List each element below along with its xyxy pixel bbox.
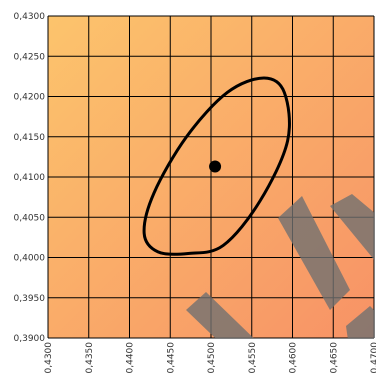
y-tick-label: 0,4250	[14, 52, 46, 62]
y-tick-label: 0,4050	[14, 213, 46, 223]
x-tick-label: 0,4450	[166, 342, 176, 374]
x-tick-label: 0,4400	[126, 342, 136, 374]
watermark-stroke	[186, 292, 254, 338]
x-tick-label: 0,4350	[85, 342, 95, 374]
x-tick-label: 0,4650	[329, 342, 339, 374]
x-tick-label: 0,4550	[248, 342, 258, 374]
confidence-ellipse	[142, 76, 291, 256]
x-tick-label: 0,4700	[370, 342, 376, 374]
watermark-stroke	[346, 306, 374, 338]
x-tick-label: 0,4600	[289, 342, 299, 374]
x-tick-label: 0,4300	[44, 342, 54, 374]
y-tick-label: 0,4000	[14, 254, 46, 264]
y-tick-label: 0,3900	[14, 334, 46, 344]
y-tick-label: 0,4100	[14, 173, 46, 183]
watermark-stroke	[330, 194, 374, 260]
x-tick-label: 0,4500	[207, 342, 217, 374]
watermark-stroke	[278, 196, 350, 310]
y-tick-label: 0,4300	[14, 12, 46, 22]
y-tick-label: 0,3950	[14, 294, 46, 304]
data-point	[209, 160, 222, 173]
y-tick-label: 0,4200	[14, 93, 46, 103]
y-tick-label: 0,4150	[14, 133, 46, 143]
